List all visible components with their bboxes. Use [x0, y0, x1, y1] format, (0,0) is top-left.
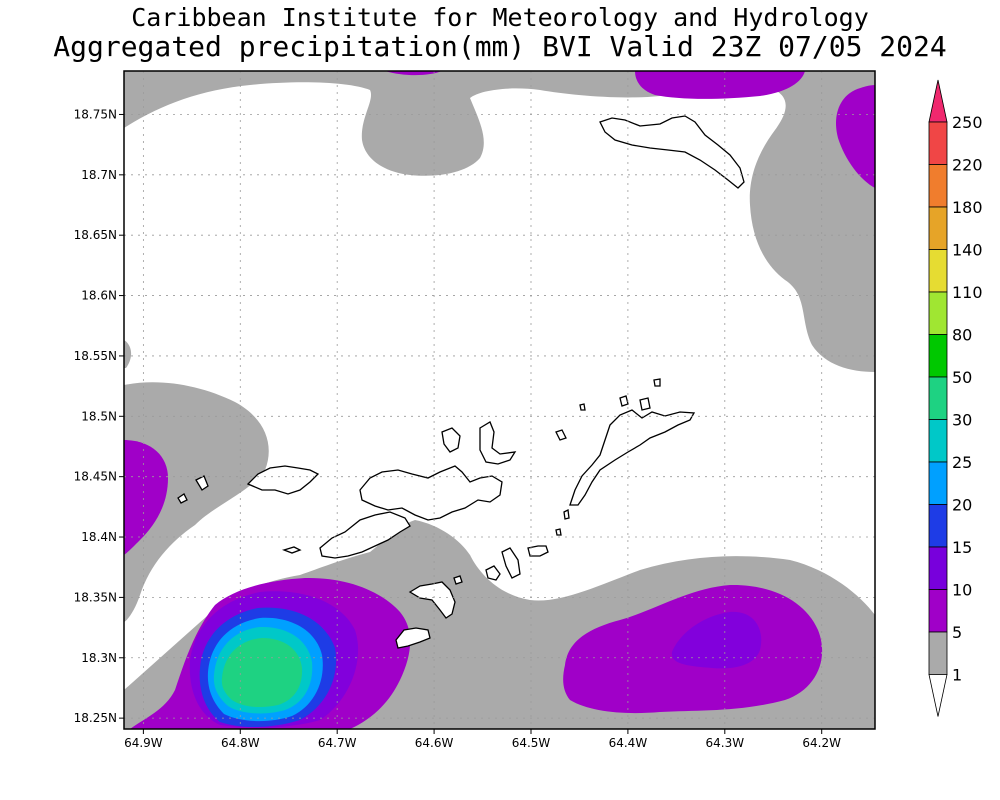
colorbar-swatch [928, 461, 948, 505]
precip-area-30-50mm [221, 638, 303, 708]
island-small-8 [619, 395, 629, 407]
island-tortola [359, 465, 503, 521]
colorbar-swatch [928, 589, 948, 633]
lat-tick-label: 18.55N [74, 349, 117, 363]
lat-tick-label: 18.3N [81, 651, 117, 665]
lat-tick-label: 18.65N [74, 228, 117, 242]
island-st-thomas [246, 465, 320, 495]
island-norman [408, 581, 456, 619]
island-jost-van-dyke [441, 427, 461, 453]
island-guana [479, 421, 517, 465]
map-title: Caribbean Institute for Meteorology and … [131, 3, 869, 32]
lat-tick-label: 18.6N [81, 289, 117, 303]
colorbar-label: 50 [952, 368, 972, 387]
colorbar-label: 140 [952, 241, 983, 260]
colorbar-label: 180 [952, 198, 983, 217]
colorbar-label: 30 [952, 411, 972, 430]
lat-tick-label: 18.5N [81, 409, 117, 423]
island-small-10 [579, 403, 586, 411]
colorbar-swatch [928, 631, 948, 675]
colorbar-swatch [928, 419, 948, 463]
lat-tick-label: 18.35N [74, 590, 117, 604]
colorbar-swatch [928, 546, 948, 590]
colorbar-label: 80 [952, 326, 972, 345]
colorbar-label: 25 [952, 453, 972, 472]
island-small-6 [653, 378, 661, 387]
colorbar-swatch [928, 504, 948, 548]
island-peter [395, 627, 431, 649]
islands [177, 115, 745, 649]
precip-area-5-10mm-west [124, 440, 168, 555]
lon-tick-label: 64.7W [318, 736, 357, 750]
colorbar-legend: 250 220 180 140 110 80 50 30 25 20 15 10 5 1 [928, 79, 983, 717]
lon-tick-label: 64.6W [415, 736, 454, 750]
colorbar-label: 1 [952, 666, 962, 685]
precip-area-5-10mm-top [385, 71, 442, 76]
colorbar-swatch [928, 121, 948, 165]
colorbar-swatch [928, 291, 948, 335]
lon-tick-label: 64.5W [512, 736, 551, 750]
plot-frame [123, 70, 876, 730]
colorbar-label: 10 [952, 581, 972, 600]
colorbar-swatch [928, 376, 948, 420]
colorbar-swatch [928, 206, 948, 250]
latitude-axis: 18.75N 18.7N 18.65N 18.6N 18.55N 18.5N 18.45N 1… [74, 107, 124, 725]
longitude-axis: 64.9W 64.8W 64.7W 64.6W 64.5W 64.4W 64.3W 64.2W [124, 729, 841, 750]
lon-tick-label: 64.2W [802, 736, 841, 750]
island-small-3 [281, 546, 302, 554]
colorbar-label: 5 [952, 623, 962, 642]
colorbar-label: 220 [952, 156, 983, 175]
lat-tick-label: 18.45N [74, 470, 117, 484]
lat-tick-label: 18.25N [74, 711, 117, 725]
map-subtitle: Aggregated precipitation(mm) BVI Valid 2… [53, 30, 947, 63]
colorbar-swatch [928, 164, 948, 208]
lon-tick-label: 64.3W [706, 736, 745, 750]
island-anegada [599, 115, 745, 189]
colorbar-label: 250 [952, 113, 983, 132]
lat-tick-label: 18.7N [81, 168, 117, 182]
island-small-5 [555, 429, 567, 441]
precip-area-5-10mm-top-right [635, 71, 805, 99]
colorbar-label: 15 [952, 538, 972, 557]
map-title-block: Caribbean Institute for Meteorology and … [0, 0, 1000, 62]
island-st-john [319, 511, 411, 559]
island-small-7 [563, 509, 570, 520]
island-small-2 [195, 475, 209, 491]
colorbar-swatch [928, 249, 948, 293]
colorbar-top-arrow [928, 79, 948, 123]
colorbar-bottom-arrow [928, 674, 948, 717]
lat-tick-label: 18.75N [74, 107, 117, 121]
colorbar-label: 20 [952, 496, 972, 515]
precip-area-1-5mm-west-sliver [124, 340, 132, 368]
island-salt [527, 545, 549, 557]
island-small-9 [639, 397, 651, 411]
lon-tick-label: 64.4W [609, 736, 648, 750]
colorbar-label: 110 [952, 283, 983, 302]
precip-area-5-10mm-east [835, 85, 875, 188]
island-small-1 [177, 493, 188, 504]
island-cooper [485, 565, 501, 581]
colorbar-swatch [928, 334, 948, 378]
island-small-11 [555, 528, 562, 536]
lat-tick-label: 18.4N [81, 530, 117, 544]
lon-tick-label: 64.9W [124, 736, 163, 750]
lon-tick-label: 64.8W [221, 736, 260, 750]
island-small-4 [453, 575, 463, 585]
grid-lines [124, 71, 875, 729]
precipitation-field [124, 71, 875, 729]
island-virgin-gorda [569, 409, 696, 506]
island-ginger [501, 547, 521, 579]
precip-area-1-5mm-north [124, 71, 875, 372]
precip-area-10-15mm-east [671, 611, 762, 669]
